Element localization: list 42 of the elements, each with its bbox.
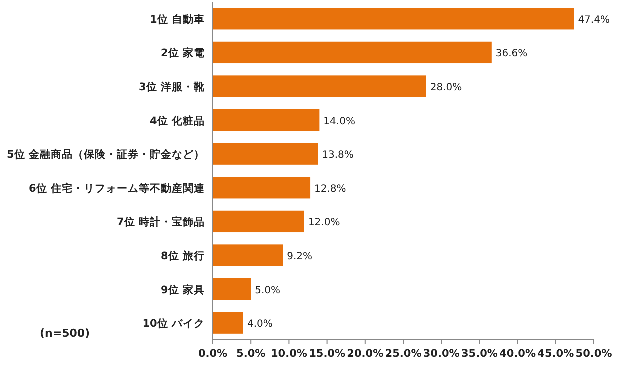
x-tick-label: 5.0%	[236, 348, 266, 360]
bar	[213, 210, 304, 233]
x-tick-label: 0.0%	[198, 348, 228, 360]
data-label: 12.0%	[308, 218, 340, 229]
x-tick-label: 30.0%	[423, 348, 460, 360]
bar	[213, 312, 244, 334]
y-tick-label: 4位 化粧品	[150, 114, 205, 128]
x-tick-label: 45.0%	[538, 348, 575, 360]
data-label: 12.8%	[314, 184, 346, 195]
x-tick-label: 35.0%	[461, 348, 498, 360]
y-tick-label: 8位 旅行	[161, 250, 205, 262]
bar	[213, 8, 574, 30]
x-tick-label: 40.0%	[500, 348, 536, 360]
y-tick-label: 10位 バイク	[142, 317, 205, 330]
bar	[213, 177, 311, 199]
x-tick-label: 25.0%	[385, 348, 422, 360]
bar	[213, 76, 426, 98]
data-label: 13.8%	[322, 150, 354, 162]
bar	[213, 143, 318, 165]
data-label: 14.0%	[324, 116, 356, 128]
x-tick-label: 15.0%	[309, 348, 346, 360]
bar	[213, 109, 320, 132]
x-tick-label: 20.0%	[347, 348, 384, 360]
bar	[213, 278, 252, 300]
y-tick-label: 1位 自動車	[150, 12, 205, 26]
data-label: 28.0%	[430, 82, 462, 94]
data-label: 4.0%	[247, 319, 273, 330]
y-tick-label: 2位 家電	[161, 46, 205, 60]
x-tick-label: 10.0%	[270, 348, 308, 360]
y-tick-label: 3位 洋服・靴	[139, 80, 206, 94]
data-label: 5.0%	[255, 285, 281, 296]
y-tick-label: 7位 時計・宝飾品	[117, 216, 205, 229]
data-label: 47.4%	[578, 14, 610, 26]
data-label: 36.6%	[496, 48, 528, 60]
data-label: 9.2%	[287, 252, 313, 262]
y-tick-label: 9位 家具	[161, 283, 205, 296]
y-tick-label: 5位 金融商品（保険・証券・貯金など）	[7, 148, 205, 162]
x-tick-label: 50.0%	[576, 348, 613, 360]
text: (n=500)	[40, 327, 90, 340]
bar	[213, 244, 284, 266]
y-tick-label: 6位 住宅・リフォーム等不動産関連	[29, 182, 206, 195]
bar	[213, 42, 492, 64]
